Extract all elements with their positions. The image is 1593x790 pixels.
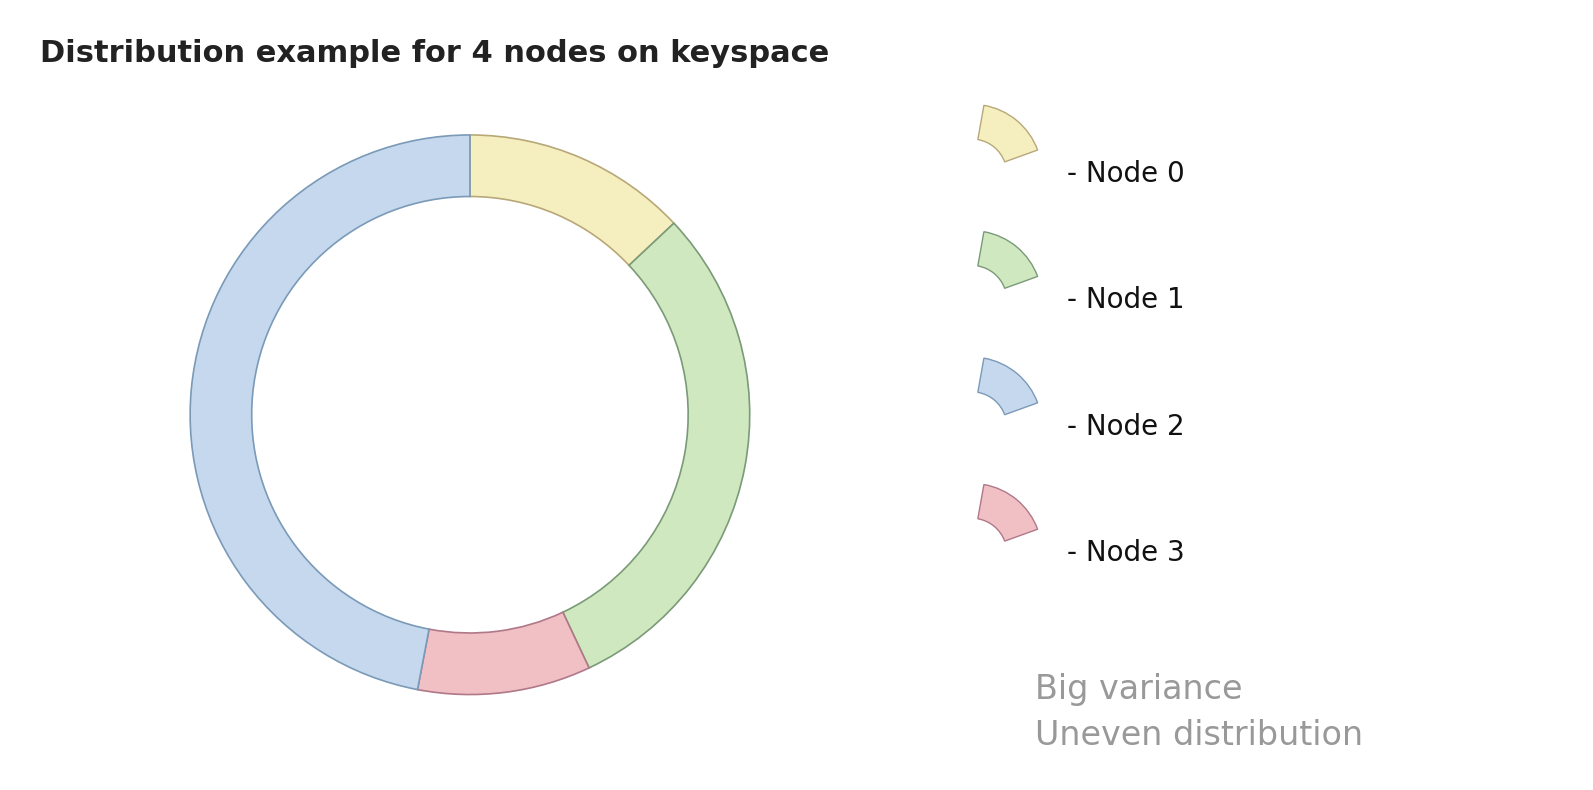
Wedge shape bbox=[978, 105, 1037, 162]
Wedge shape bbox=[562, 224, 750, 668]
Text: Distribution example for 4 nodes on keyspace: Distribution example for 4 nodes on keys… bbox=[40, 40, 828, 69]
Text: Big variance
Uneven distribution: Big variance Uneven distribution bbox=[1035, 673, 1364, 752]
Wedge shape bbox=[978, 231, 1037, 288]
Wedge shape bbox=[470, 135, 674, 265]
Wedge shape bbox=[978, 484, 1037, 541]
Wedge shape bbox=[978, 358, 1037, 415]
Text: - Node 0: - Node 0 bbox=[1067, 160, 1185, 188]
Wedge shape bbox=[417, 612, 589, 694]
Text: - Node 1: - Node 1 bbox=[1067, 286, 1185, 314]
Text: - Node 3: - Node 3 bbox=[1067, 539, 1185, 567]
Text: - Node 2: - Node 2 bbox=[1067, 412, 1185, 441]
Wedge shape bbox=[190, 135, 470, 690]
